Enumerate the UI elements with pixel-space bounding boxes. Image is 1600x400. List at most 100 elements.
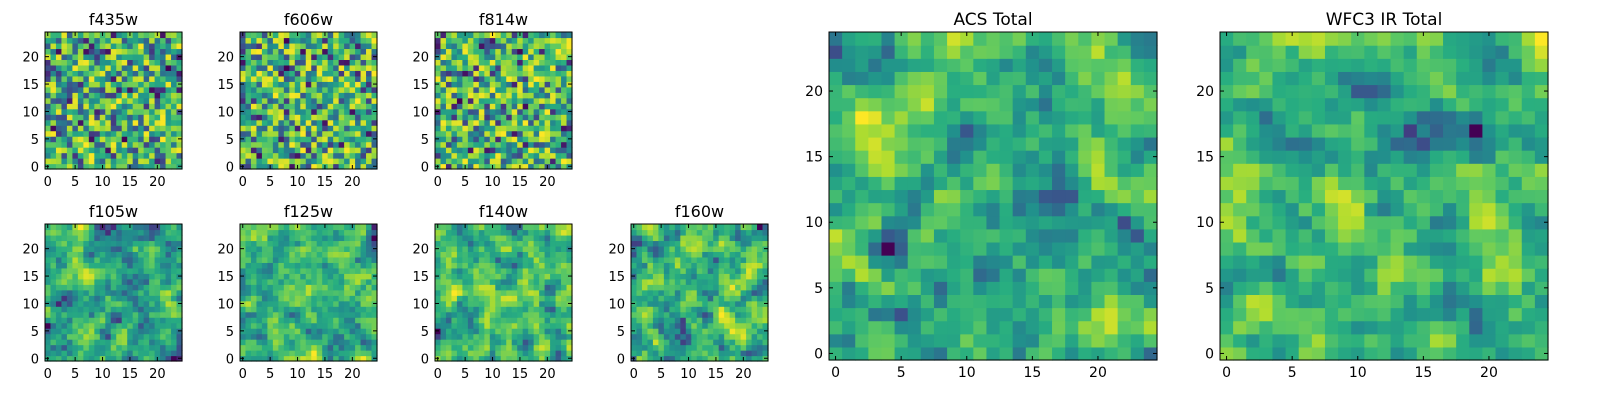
heatmap-cell (322, 322, 329, 329)
heatmap-cell (495, 130, 502, 137)
heatmap-cell (680, 322, 687, 329)
heatmap-cell (478, 339, 485, 346)
heatmap-cell (566, 251, 573, 258)
heatmap-cell (658, 295, 665, 302)
heatmap-cell (66, 245, 73, 252)
heatmap-cell (484, 229, 491, 236)
heatmap-cell (561, 147, 568, 154)
heatmap-cell (66, 64, 73, 71)
heatmap-cell (149, 59, 156, 66)
heatmap-cell (999, 163, 1014, 177)
heatmap-cell (674, 273, 681, 280)
heatmap-cell (500, 224, 507, 231)
heatmap-cell (522, 64, 529, 71)
heatmap-cell (176, 114, 183, 121)
heatmap-cell (999, 255, 1014, 269)
heatmap-cell (66, 70, 73, 77)
heatmap-cell (116, 103, 123, 110)
heatmap-cell (669, 355, 676, 362)
heatmap-cell (933, 176, 948, 191)
heatmap-cell (550, 81, 557, 88)
heatmap-cell (566, 234, 573, 242)
heatmap-cell (669, 311, 676, 318)
heatmap-cell (550, 114, 557, 121)
heatmap-cell (349, 311, 356, 318)
heatmap-cell (322, 108, 329, 115)
heatmap-cell (322, 152, 329, 159)
heatmap-cell (338, 108, 345, 115)
heatmap-cell (160, 158, 167, 165)
heatmap-cell (121, 97, 128, 104)
heatmap-cell (511, 344, 518, 351)
heatmap-cell (973, 189, 988, 204)
y-tick-label: 20 (412, 243, 429, 258)
heatmap-cell (160, 114, 167, 121)
heatmap-cell (1052, 228, 1066, 243)
heatmap-cell (522, 229, 529, 236)
heatmap-cell (566, 152, 573, 159)
heatmap-cell (289, 97, 296, 104)
heatmap-cell (522, 136, 529, 143)
heatmap-cell (338, 278, 345, 285)
heatmap-cell (674, 322, 681, 329)
heatmap-cell (88, 48, 95, 55)
heatmap-cell (528, 86, 535, 93)
heatmap-cell (489, 114, 496, 121)
heatmap-cell (355, 59, 362, 66)
heatmap-cell (316, 355, 323, 362)
heatmap-cell (435, 240, 442, 247)
heatmap-cell (533, 136, 540, 143)
heatmap-cell (256, 224, 263, 231)
heatmap-cell (478, 311, 485, 318)
heatmap-cell (1078, 333, 1092, 348)
heatmap-cell (171, 152, 178, 159)
heatmap-cell (435, 114, 442, 121)
heatmap-cell (344, 108, 351, 115)
heatmap-cell (127, 289, 134, 296)
heatmap-cell (685, 317, 692, 324)
heatmap-cell (522, 267, 529, 274)
heatmap-cell (881, 294, 896, 309)
heatmap-cell (663, 262, 670, 269)
heatmap-cell (294, 322, 301, 329)
heatmap-cell (94, 147, 101, 154)
heatmap-cell (94, 234, 101, 242)
heatmap-cell (143, 317, 150, 324)
heatmap-cell (322, 130, 329, 137)
heatmap-cell (539, 48, 546, 55)
heatmap-cell (960, 333, 974, 348)
heatmap-cell (127, 229, 134, 236)
heatmap-cell (245, 59, 252, 66)
heatmap-cell (154, 251, 161, 258)
heatmap-cell (322, 245, 329, 252)
heatmap-cell (165, 234, 172, 242)
heatmap-cell (245, 152, 252, 159)
heatmap-cell (256, 163, 263, 170)
heatmap-cell (366, 64, 373, 71)
heatmap-cell (500, 37, 507, 44)
heatmap-cell (484, 278, 491, 285)
heatmap-cell (511, 229, 518, 236)
heatmap-cell (300, 245, 307, 252)
heatmap-cell (440, 136, 447, 143)
heatmap-cell (349, 108, 356, 115)
heatmap-cell (539, 147, 546, 154)
heatmap-cell (154, 37, 161, 44)
heatmap-cell (735, 339, 742, 346)
heatmap-cell (55, 59, 63, 66)
heatmap-cell (445, 103, 453, 110)
y-tick-label: 15 (217, 270, 234, 285)
heatmap-cell (250, 256, 258, 263)
heatmap-cell (702, 289, 709, 296)
heatmap-cell (267, 317, 274, 324)
heatmap-cell (61, 224, 68, 231)
heatmap-cell (445, 97, 453, 104)
heatmap-cell (511, 141, 518, 148)
heatmap-cell (77, 103, 84, 110)
heatmap-cell (45, 234, 52, 242)
heatmap-cell (344, 147, 351, 154)
heatmap-cell (511, 278, 518, 285)
heatmap-cell (316, 339, 323, 346)
chart-title: f140w (479, 202, 528, 221)
heatmap-cell (83, 32, 90, 39)
